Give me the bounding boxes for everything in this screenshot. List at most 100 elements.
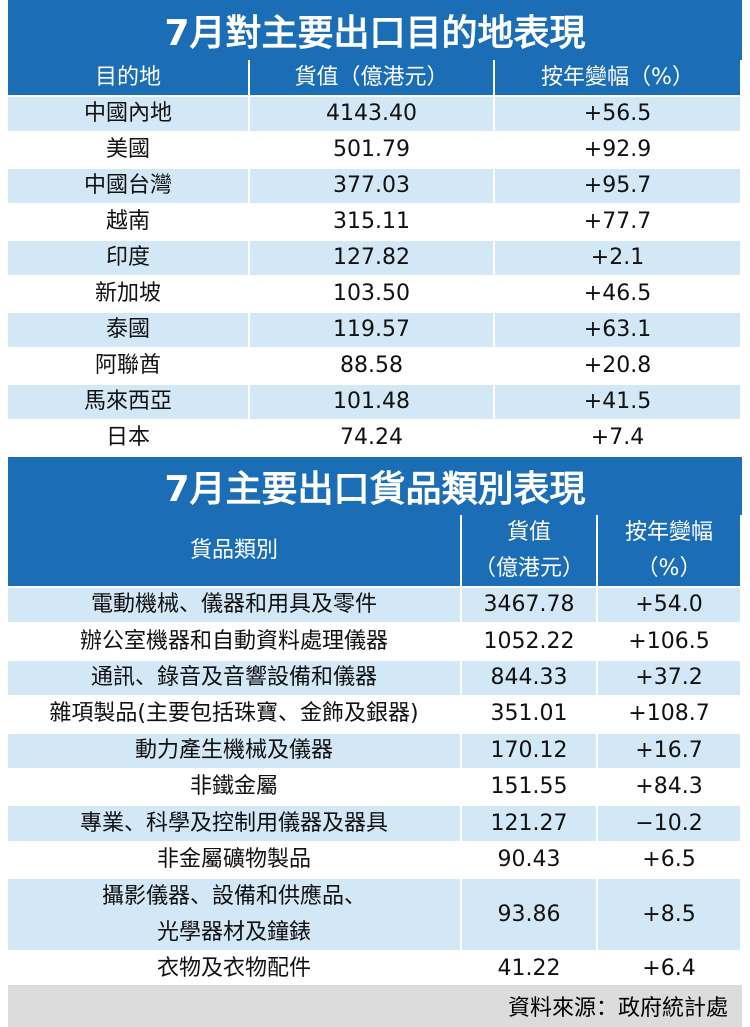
table-cell: 美國 [8, 133, 248, 167]
table-cell: 中國台灣 [8, 169, 248, 203]
cell-text: +77.7 [583, 209, 652, 234]
cell-text: 馬來西亞 [83, 389, 172, 414]
table-cell: 90.43 [462, 843, 596, 877]
table-cell: 170.12 [462, 733, 596, 768]
cell-text: 93.86 [497, 901, 561, 927]
table-cell: 3467.78 [462, 588, 596, 623]
cell-text: +8.5 [642, 901, 696, 927]
cell-text: 非金屬礦物製品 [156, 847, 311, 872]
cell-text: 電動機械、儀器和用具及零件 [90, 592, 377, 618]
table-cell: 印度 [8, 241, 248, 275]
table-cell: 127.82 [250, 241, 493, 275]
cell-text: 中國內地 [83, 101, 172, 126]
table-cell: +2.1 [495, 241, 740, 275]
table-cell: 103.50 [250, 277, 493, 311]
source: 資料來源：政府統計處 [8, 985, 742, 1027]
header-cell: 貨值 （億港元） [462, 515, 596, 586]
table-cell: 88.58 [250, 349, 493, 383]
table-cell: +108.7 [598, 697, 740, 731]
cell-text: 74.24 [340, 425, 403, 450]
table-cell: 101.48 [250, 385, 493, 419]
table-cell: +63.1 [495, 313, 740, 347]
table-cell: 馬來西亞 [8, 385, 248, 419]
cell-text: 新加坡 [94, 281, 161, 306]
cell-text: 按年變幅（%） [541, 64, 694, 90]
cell-text: 貨品類別 [189, 537, 278, 563]
cell-text: +108.7 [628, 701, 710, 727]
cell-text: 501.79 [333, 137, 410, 162]
table-cell: 151.55 [462, 770, 596, 804]
cell-text: +92.9 [583, 137, 652, 162]
cell-text: 非鐵金屬 [189, 774, 278, 800]
cell-text: +95.7 [583, 173, 652, 198]
table-cell: 119.57 [250, 313, 493, 347]
header-cell: 按年變幅（%） [495, 60, 740, 95]
cell-text: 日本 [105, 425, 150, 450]
table-cell: 351.01 [462, 697, 596, 731]
cell-text: 貨值（億港元） [294, 64, 449, 90]
cell-text: +106.5 [628, 628, 710, 654]
cell-text: +56.5 [583, 101, 652, 126]
cell-text: 1052.22 [483, 628, 575, 654]
cell-text: 101.48 [333, 389, 410, 414]
table-cell: 501.79 [250, 133, 493, 167]
table-cell: 新加坡 [8, 277, 248, 311]
cell-text: 動力產生機械及儀器 [134, 737, 333, 763]
table-title: 7月主要出口貨品類別表現 [8, 457, 742, 515]
header-cell: 貨值（億港元） [250, 60, 493, 95]
cell-text: 雜項製品(主要包括珠寶、金飾及銀器) [49, 701, 419, 727]
table-cell: 動力產生機械及儀器 [8, 733, 460, 768]
cell-text: +16.7 [635, 737, 703, 763]
table-cell: 844.33 [462, 660, 596, 696]
cell-text: +6.4 [642, 956, 696, 982]
table-cell: +84.3 [598, 770, 740, 804]
table-cell: −10.2 [598, 806, 740, 841]
table-cell: 日本 [8, 421, 248, 455]
table-cell: 衣物及衣物配件 [8, 952, 460, 986]
cell-text: 光學器材及鐘錶 [156, 919, 311, 945]
table-cell: 315.11 [250, 205, 493, 239]
table-cell: +92.9 [495, 133, 740, 167]
table-cell: 中國內地 [8, 97, 248, 131]
table-cell: 辦公室機器和自動資料處理儀器 [8, 624, 460, 658]
cell-text: 3467.78 [483, 592, 575, 618]
table-cell: +41.5 [495, 385, 740, 419]
cell-text: （億港元） [473, 555, 584, 581]
table-cell: 阿聯酋 [8, 349, 248, 383]
table-cell: +106.5 [598, 624, 740, 658]
cell-text: 351.01 [490, 701, 568, 727]
cell-text: 41.22 [497, 956, 561, 982]
cell-text: 印度 [105, 245, 150, 270]
table-title: 7月對主要出口目的地表現 [8, 0, 742, 60]
table-cell: +16.7 [598, 733, 740, 768]
cell-text: +46.5 [583, 281, 652, 306]
table-cell: 41.22 [462, 952, 596, 986]
cell-text: 衣物及衣物配件 [156, 956, 311, 982]
cell-text: 315.11 [333, 209, 410, 234]
table-cell: 攝影儀器、設備和供應品、 光學器材及鐘錶 [8, 879, 460, 950]
table-cell: +7.4 [495, 421, 740, 455]
table-cell: 1052.22 [462, 624, 596, 658]
cell-text: 越南 [105, 209, 150, 234]
header-cell: 按年變幅（%） [598, 515, 740, 586]
cell-text: 4143.40 [326, 101, 417, 126]
cell-text: +7.4 [590, 425, 645, 450]
table-cell: 越南 [8, 205, 248, 239]
cell-text: 121.27 [490, 810, 568, 836]
cell-text: 170.12 [490, 737, 568, 763]
cell-text: +2.1 [590, 245, 645, 270]
table-cell: 4143.40 [250, 97, 493, 131]
table-cell: 電動機械、儀器和用具及零件 [8, 588, 460, 623]
table-cell: +6.5 [598, 843, 740, 877]
cell-text: 辦公室機器和自動資料處理儀器 [79, 628, 388, 654]
table-cell: 74.24 [250, 421, 493, 455]
table-cell: 專業、科學及控制用儀器及器具 [8, 806, 460, 841]
cell-text: 專業、科學及控制用儀器及器具 [79, 810, 388, 836]
table-cell: +54.0 [598, 588, 740, 623]
table-cell: 雜項製品(主要包括珠寶、金飾及銀器) [8, 697, 460, 731]
table-cell: +77.7 [495, 205, 740, 239]
cell-text: 127.82 [333, 245, 410, 270]
cell-text: 貨值 [506, 519, 551, 545]
cell-text: 844.33 [490, 665, 568, 690]
